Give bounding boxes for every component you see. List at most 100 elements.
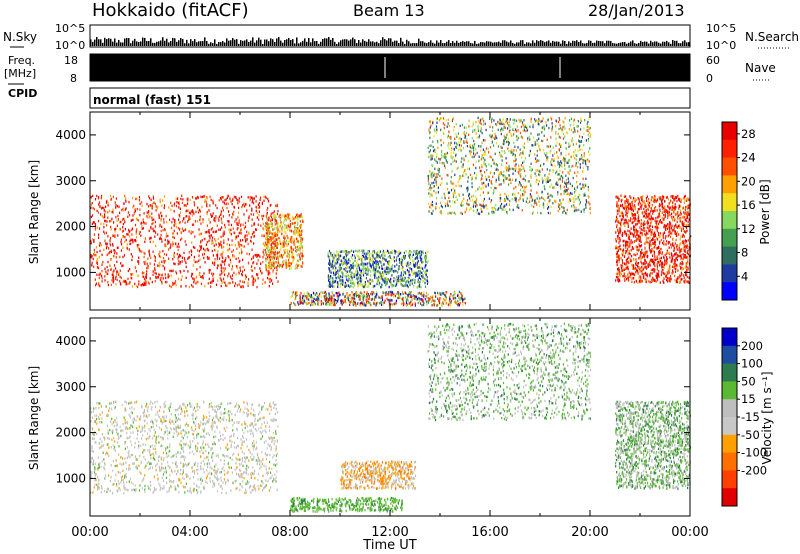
power-cell: [452, 187, 454, 190]
nsky-bar: [634, 43, 636, 46]
power-cell: [426, 303, 428, 306]
nsky-bar: [558, 41, 560, 46]
power-cell: [404, 283, 406, 287]
power-cell: [90, 195, 92, 198]
nsky-bar: [486, 41, 488, 46]
power-cell: [370, 270, 372, 273]
power-cell: [473, 149, 475, 152]
power-cell: [360, 283, 362, 287]
power-cell: [524, 190, 526, 194]
power-cell: [369, 260, 371, 263]
power-cell: [457, 303, 459, 307]
nsky-bar: [604, 43, 606, 46]
power-cell: [579, 201, 581, 204]
power-cell: [386, 266, 388, 269]
nsky-bar: [666, 40, 668, 46]
power-cell: [181, 237, 183, 240]
power-cell: [320, 300, 322, 303]
power-cell: [222, 267, 224, 270]
power-cell: [559, 118, 561, 122]
power-cell: [515, 178, 517, 181]
power-cell: [359, 298, 361, 301]
power-cell: [578, 208, 580, 212]
power-cell: [562, 137, 565, 140]
power-cell: [210, 285, 212, 288]
power-cell: [420, 292, 422, 296]
power-cell: [345, 252, 347, 256]
power-cell: [149, 236, 151, 240]
power-cell: [178, 260, 180, 263]
power-cell: [168, 240, 170, 243]
nsky-bar: [298, 43, 300, 46]
power-cell: [93, 233, 96, 236]
power-cell: [270, 219, 272, 222]
power-cell: [548, 173, 550, 176]
nsky-bar: [512, 42, 514, 46]
power-cell: [369, 302, 371, 305]
nsky-bar: [382, 37, 384, 46]
power-cell: [260, 269, 262, 273]
power-cell: [376, 265, 379, 268]
power-cell: [541, 168, 543, 171]
power-cell: [371, 292, 374, 296]
nsky-bar: [348, 40, 350, 46]
nsky-bar: [290, 39, 292, 46]
power-cell: [288, 264, 290, 267]
power-cell: [175, 225, 178, 229]
power-cell: [405, 250, 407, 253]
power-cell: [421, 299, 423, 303]
power-cell: [213, 248, 216, 252]
power-cell: [187, 220, 189, 223]
nsky-bar: [474, 40, 476, 46]
power-cell: [246, 209, 248, 212]
power-cell: [573, 209, 575, 213]
power-cell: [240, 224, 242, 227]
power-cell: [152, 229, 154, 233]
power-cell: [536, 191, 538, 194]
power-cell: [189, 217, 191, 221]
power-cell: [473, 152, 475, 155]
power-cell: [389, 269, 391, 273]
power-cell: [459, 297, 462, 300]
power-cell: [145, 222, 147, 225]
power-cell: [306, 297, 308, 300]
power-cell: [132, 206, 134, 209]
power-cell: [181, 256, 183, 259]
nsky-bar: [220, 42, 222, 46]
power-cell: [582, 186, 584, 189]
power-cell: [190, 275, 193, 278]
power-cell: [130, 242, 132, 246]
power-cell: [266, 226, 268, 229]
power-cell: [287, 213, 289, 216]
power-cell: [589, 147, 591, 150]
power-cell: [277, 222, 279, 225]
power-cell: [564, 116, 566, 120]
nsky-bar: [100, 39, 102, 46]
power-cell: [461, 212, 463, 216]
nsky-bar: [144, 37, 146, 46]
power-cell: [211, 249, 213, 253]
power-cell: [99, 273, 101, 276]
power-cell: [575, 206, 577, 210]
power-cell: [295, 216, 297, 219]
power-cell: [563, 185, 565, 189]
power-cell: [500, 127, 503, 130]
power-cell: [378, 275, 380, 279]
power-cell: [211, 272, 213, 275]
power-cell: [293, 239, 295, 243]
power-cell: [567, 161, 569, 165]
power-cell: [391, 258, 393, 261]
power-cell: [426, 276, 428, 279]
power-cell: [284, 251, 286, 254]
power-cell: [288, 261, 290, 265]
power-cell: [200, 248, 202, 251]
power-cell: [392, 264, 394, 267]
power-cell: [128, 214, 131, 217]
nsky-bar: [312, 38, 314, 46]
power-cell: [356, 273, 359, 276]
nsky-bar: [462, 41, 464, 46]
power-cell: [504, 199, 506, 202]
power-cell: [191, 272, 193, 276]
power-cell: [265, 215, 267, 218]
power-cell: [132, 241, 134, 244]
